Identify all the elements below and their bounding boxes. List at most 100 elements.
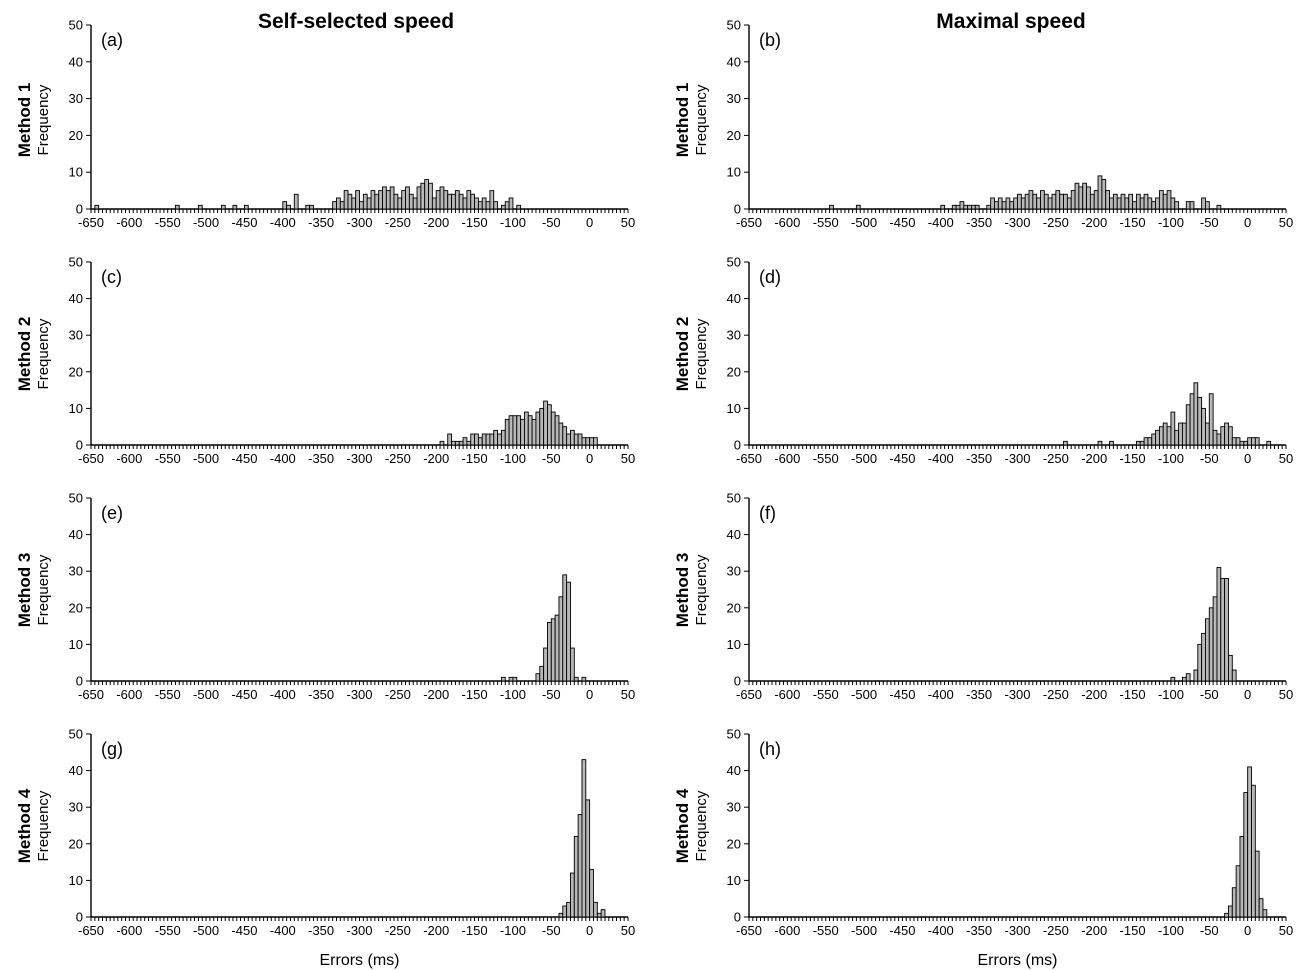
row-label-method-4: Method 4 Frequency xyxy=(15,788,52,863)
x-tick-label: -600 xyxy=(116,451,142,466)
histogram-bar xyxy=(1193,382,1199,446)
histogram-bar xyxy=(512,415,518,446)
x-tick-label: -150 xyxy=(462,687,488,702)
x-tick-label: -450 xyxy=(231,923,257,938)
method-label: Method 3 xyxy=(673,553,692,628)
x-tick-label: -500 xyxy=(193,687,219,702)
x-tick-label: -600 xyxy=(774,687,800,702)
histogram-bar xyxy=(570,429,575,446)
y-tick-label: 0 xyxy=(734,438,741,453)
histogram-bar xyxy=(1239,836,1245,918)
histogram-bar xyxy=(1089,193,1095,210)
y-tick-label: 40 xyxy=(727,527,741,542)
y-tick-label: 20 xyxy=(727,128,741,143)
histogram-bar xyxy=(485,433,491,446)
histogram-bar xyxy=(1193,669,1199,682)
histogram-bar xyxy=(197,204,203,210)
histogram-bar xyxy=(1216,204,1222,210)
x-tick-label: -650 xyxy=(736,451,762,466)
x-tick-label: -50 xyxy=(1200,215,1219,230)
histogram-bar xyxy=(397,197,403,210)
x-tick-label: -300 xyxy=(1004,923,1030,938)
histogram-bar xyxy=(1028,190,1034,210)
histogram-bar xyxy=(1162,422,1168,446)
y-axis-label: Frequency xyxy=(693,318,710,389)
histogram-bar xyxy=(1185,201,1191,210)
histogram-bar xyxy=(424,179,429,210)
histogram-bar xyxy=(581,437,587,446)
panel-label: (h) xyxy=(759,739,781,759)
y-tick-label: 10 xyxy=(727,165,741,180)
x-tick-label: -150 xyxy=(462,215,488,230)
y-tick-label: 0 xyxy=(76,202,83,217)
histogram-bar xyxy=(539,407,545,446)
histogram-bar xyxy=(1158,190,1164,210)
x-tick-label: -550 xyxy=(155,215,181,230)
x-tick-label: -200 xyxy=(423,687,449,702)
x-tick-label: -500 xyxy=(851,451,877,466)
histogram-bar xyxy=(520,418,525,446)
x-tick-label: -50 xyxy=(1200,451,1219,466)
y-tick-label: 30 xyxy=(727,91,741,106)
x-tick-label: -600 xyxy=(116,687,142,702)
histogram-bar xyxy=(1208,393,1214,446)
x-tick-label: 0 xyxy=(1244,451,1251,466)
histogram-bar xyxy=(1231,437,1237,446)
panel-label: (e) xyxy=(101,503,123,523)
histogram-bar xyxy=(1224,578,1229,682)
histogram-bar xyxy=(1197,396,1203,446)
histogram-bar xyxy=(493,429,499,446)
x-tick-label: -100 xyxy=(1158,923,1184,938)
x-tick-label: -250 xyxy=(1043,687,1069,702)
histogram-bar xyxy=(339,201,345,210)
histogram-bar xyxy=(1009,201,1015,210)
x-tick-label: -50 xyxy=(1200,923,1219,938)
histogram-bar xyxy=(232,204,238,210)
row-label-method-3-right: Method 3 Frequency xyxy=(673,553,710,628)
histogram-bar xyxy=(562,426,568,446)
y-tick-label: 20 xyxy=(69,836,83,851)
histogram-bar xyxy=(570,647,575,682)
x-tick-label: -250 xyxy=(385,923,411,938)
method-label: Method 3 xyxy=(15,553,34,628)
histogram-bar xyxy=(1220,426,1226,446)
histogram-bar xyxy=(512,676,518,682)
histogram-bar xyxy=(1185,673,1191,682)
x-tick-label: -150 xyxy=(1120,687,1146,702)
y-tick-label: 0 xyxy=(734,910,741,925)
histogram-bar xyxy=(1063,193,1068,210)
histogram-bar xyxy=(466,190,472,210)
histogram-bar xyxy=(1101,179,1107,210)
histogram-bar xyxy=(558,912,564,918)
histogram-bar xyxy=(1143,193,1149,210)
histogram-bar xyxy=(1224,422,1229,446)
panel-label: (g) xyxy=(101,739,123,759)
y-tick-label: 0 xyxy=(734,674,741,689)
x-tick-label: -250 xyxy=(1043,215,1069,230)
x-tick-label: -350 xyxy=(966,451,992,466)
x-tick-label: -500 xyxy=(193,215,219,230)
histogram-bar xyxy=(1063,440,1068,446)
y-tick-label: 30 xyxy=(69,564,83,579)
histogram-bar xyxy=(523,411,529,446)
histogram-bar xyxy=(470,433,476,446)
histogram-bar xyxy=(829,204,834,210)
y-tick-label: 0 xyxy=(734,202,741,217)
x-tick-label: -650 xyxy=(736,687,762,702)
x-tick-label: -550 xyxy=(813,215,839,230)
histogram-bar xyxy=(355,190,360,210)
histogram-bar xyxy=(1005,197,1011,210)
x-tick-label: -350 xyxy=(966,923,992,938)
y-tick-label: 50 xyxy=(727,255,741,270)
row-label-method-2-right: Method 2 Frequency xyxy=(673,317,710,392)
row-label-method-1: Method 1 Frequency xyxy=(15,83,52,158)
x-tick-label: 50 xyxy=(1279,923,1293,938)
x-tick-label: 50 xyxy=(621,923,635,938)
histogram-bar xyxy=(585,437,591,446)
histogram-bar xyxy=(600,909,606,918)
histogram-bar xyxy=(1051,193,1057,210)
y-axis-label: Frequency xyxy=(693,84,710,155)
x-axis-label: Errors (ms) xyxy=(978,952,1058,969)
x-tick-label: -350 xyxy=(308,451,334,466)
